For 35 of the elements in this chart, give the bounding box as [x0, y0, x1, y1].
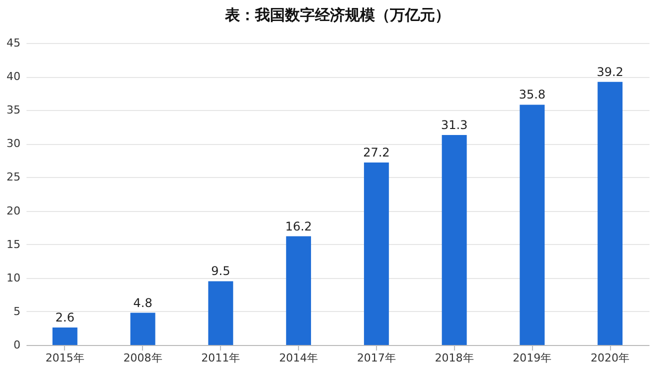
- y-tick-label: 35: [6, 104, 20, 117]
- bar: [364, 162, 389, 345]
- data-label: 9.5: [211, 264, 230, 278]
- data-label: 31.3: [440, 118, 468, 132]
- bar: [208, 281, 234, 345]
- y-tick-label: 25: [6, 170, 20, 184]
- y-tick-label: 15: [6, 238, 20, 251]
- bar: [520, 104, 545, 345]
- x-tick-label: 2019年: [512, 352, 552, 364]
- data-label: 35.8: [518, 88, 546, 102]
- y-tick-label: 20: [6, 204, 20, 218]
- y-tick-label: 5: [14, 304, 20, 318]
- x-tick-label: 2008年: [123, 352, 162, 364]
- y-tick-label: 30: [6, 137, 20, 150]
- y-tick-label: 0: [14, 338, 20, 352]
- x-tick-label: 2011年: [201, 352, 240, 364]
- bar: [442, 134, 467, 345]
- x-tick-label: 2017年: [356, 352, 396, 364]
- bar: [598, 82, 623, 345]
- data-label: 39.2: [596, 64, 624, 79]
- x-tick-label: 2015年: [45, 352, 84, 364]
- y-tick-label: 10: [6, 271, 20, 284]
- data-label: 2.6: [55, 310, 74, 325]
- x-tick-label: 2018年: [434, 352, 474, 364]
- data-label: 16.2: [285, 219, 312, 234]
- x-tick-label: 2014年: [279, 352, 318, 364]
- bar: [130, 312, 156, 345]
- x-tick-label: 2020年: [590, 352, 630, 364]
- data-label: 27.2: [363, 145, 390, 160]
- data-label: 4.8: [133, 296, 152, 310]
- chart-title: 表：我国数字经济规模（万亿元）: [224, 6, 450, 24]
- y-tick-label: 40: [6, 70, 20, 84]
- bar: [286, 236, 312, 345]
- y-tick-label: 45: [6, 36, 20, 50]
- bar: [52, 328, 78, 345]
